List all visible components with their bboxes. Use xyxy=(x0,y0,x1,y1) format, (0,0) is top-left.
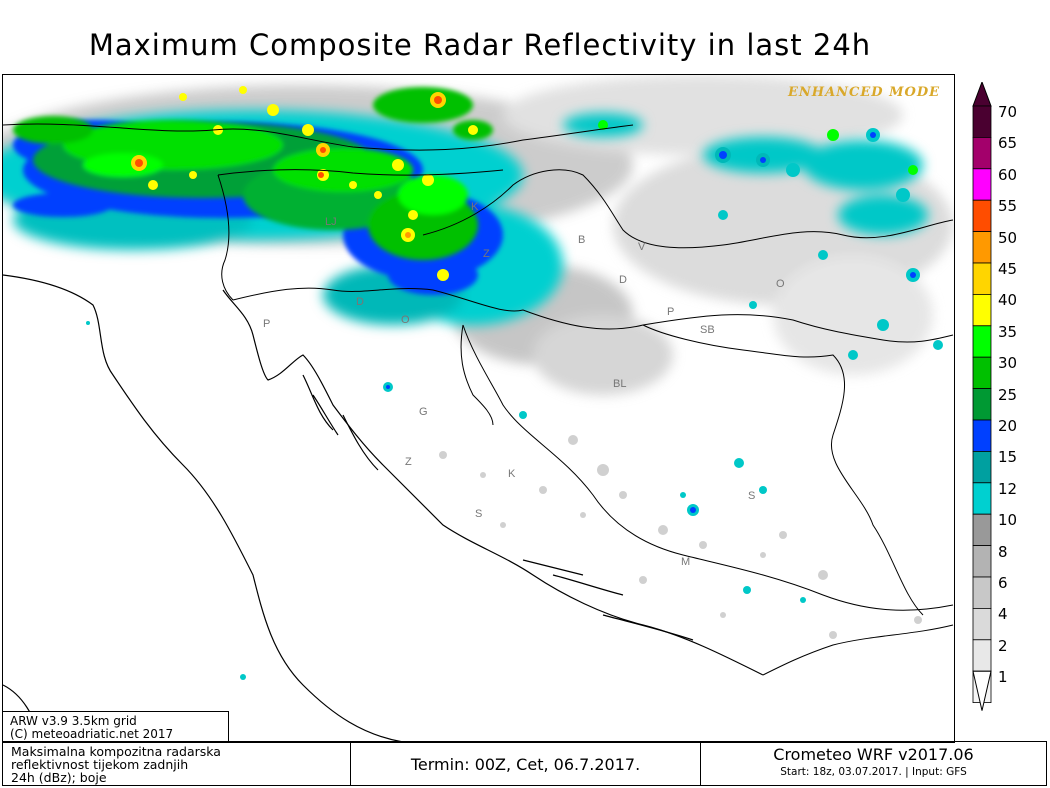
legend-swatch xyxy=(972,388,992,421)
footer-termin: Termin: 00Z, Cet, 06.7.2017. xyxy=(351,742,701,785)
city-label: K xyxy=(471,201,479,213)
legend-label: 25 xyxy=(998,385,1018,404)
legend-swatch xyxy=(972,639,992,672)
legend-swatch xyxy=(972,545,992,578)
city-label: P xyxy=(667,306,674,318)
description-line: 24h (dBz); boje xyxy=(11,770,107,785)
footer: Maksimalna kompozitna radarska reflektiv… xyxy=(2,741,1047,786)
legend-swatch xyxy=(972,293,992,327)
legend-arrow-top xyxy=(972,80,992,107)
legend-swatch xyxy=(972,137,992,170)
legend-swatch xyxy=(972,325,992,358)
city-label: K xyxy=(508,468,516,480)
color-legend xyxy=(962,80,1050,722)
reflectivity-specks xyxy=(439,435,922,639)
model-info: ARW v3.9 3.5km grid (C) meteoadriatic.ne… xyxy=(3,711,229,741)
city-label: S xyxy=(475,508,482,520)
legend-label: 12 xyxy=(998,479,1018,498)
legend-label: 20 xyxy=(998,417,1018,435)
city-label: D xyxy=(619,274,627,286)
legend-label: 10 xyxy=(998,511,1018,530)
legend-swatch xyxy=(972,168,992,201)
legend-arrow-bottom xyxy=(972,670,992,711)
legend-label: 8 xyxy=(998,542,1008,561)
legend-swatch xyxy=(972,608,992,641)
legend-label: 35 xyxy=(998,322,1018,341)
chart-title: Maximum Composite Radar Reflectivity in … xyxy=(88,28,872,62)
footer-description: Maksimalna kompozitna radarska reflektiv… xyxy=(3,742,351,785)
footer-product: Crometeo WRF v2017.06 Start: 18z, 03.07.… xyxy=(701,742,1046,785)
legend-label: 50 xyxy=(998,228,1018,247)
legend-swatch xyxy=(972,576,992,609)
city-label: LJ xyxy=(325,216,337,228)
legend-label: 40 xyxy=(998,291,1018,310)
map-canvas: LJ K Z B V O D P SB BL P D O G Z K S S M xyxy=(3,75,954,742)
legend-label: 45 xyxy=(998,260,1018,278)
city-labels: LJ K Z B V O D P SB BL P D O G Z K S S M xyxy=(263,201,785,568)
reflectivity-scattered xyxy=(86,128,943,680)
city-label: S xyxy=(748,490,755,502)
legend-label: 6 xyxy=(998,574,1008,592)
radar-map: LJ K Z B V O D P SB BL P D O G Z K S S M… xyxy=(2,74,955,743)
city-label: Z xyxy=(483,248,490,260)
legend-label: 1 xyxy=(998,668,1008,687)
legend-swatch xyxy=(972,450,992,484)
city-label: B xyxy=(578,234,585,246)
legend-swatch xyxy=(972,513,992,547)
city-label: V xyxy=(638,241,646,253)
run-start: Start: 18z, 03.07.2017. | Input: GFS xyxy=(780,766,967,778)
city-label: SB xyxy=(700,324,715,336)
legend-label: 60 xyxy=(998,165,1018,184)
legend-label: 65 xyxy=(998,134,1018,153)
legend-label: 30 xyxy=(998,354,1018,373)
legend-swatch xyxy=(972,199,992,232)
product-name: Crometeo WRF v2017.06 xyxy=(773,745,974,764)
borders xyxy=(3,123,954,676)
legend-label: 70 xyxy=(998,103,1018,121)
city-label: O xyxy=(776,278,785,290)
legend-label: 4 xyxy=(998,605,1008,624)
legend-swatch xyxy=(972,231,992,264)
coastline xyxy=(3,274,764,742)
legend-bar xyxy=(972,80,992,711)
legend-label: 2 xyxy=(998,636,1008,655)
legend-swatch xyxy=(972,419,992,452)
model-copyright: (C) meteoadriatic.net 2017 xyxy=(10,727,174,741)
city-label: BL xyxy=(613,378,626,390)
legend-swatch xyxy=(972,262,992,295)
city-label: G xyxy=(419,406,428,418)
legend-swatch xyxy=(972,482,992,515)
description-line: reflektivnost tijekom zadnjih xyxy=(11,757,189,772)
city-label: Z xyxy=(405,456,412,468)
city-label: M xyxy=(681,556,690,568)
city-label: O xyxy=(401,314,410,326)
model-version: ARW v3.9 3.5km grid xyxy=(10,714,137,728)
enhanced-mode-badge: ENHANCED MODE xyxy=(788,85,940,100)
city-label: D xyxy=(356,296,364,308)
legend-swatch xyxy=(972,356,992,390)
reflectivity-green xyxy=(13,87,493,260)
legend-label: 15 xyxy=(998,448,1018,467)
legend-label: 55 xyxy=(998,197,1018,216)
description-line: Maksimalna kompozitna radarska xyxy=(11,744,221,759)
legend-swatch xyxy=(972,105,992,138)
reflectivity-cells xyxy=(131,86,918,281)
city-label: P xyxy=(263,318,270,330)
